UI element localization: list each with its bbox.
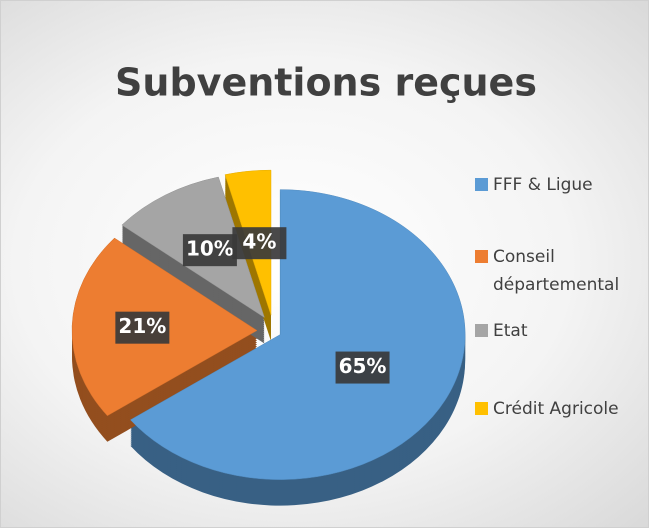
slice bbox=[130, 189, 466, 480]
data-label-box bbox=[335, 351, 390, 384]
legend-swatch bbox=[475, 324, 488, 337]
legend-label: Etat bbox=[493, 321, 528, 341]
data-label: 65% bbox=[339, 354, 387, 378]
data-label-box bbox=[182, 234, 237, 267]
data-label-group: 21% bbox=[115, 311, 170, 344]
legend-item: Etat bbox=[475, 317, 528, 345]
legend-swatch bbox=[475, 178, 488, 191]
legend-item: Conseil départemental bbox=[475, 243, 647, 299]
legend-label: Conseil départemental bbox=[493, 247, 620, 295]
data-label-group: 10% bbox=[182, 234, 237, 267]
data-label: 4% bbox=[242, 230, 276, 254]
data-label-box bbox=[115, 311, 170, 344]
data-label-group: 4% bbox=[232, 227, 287, 260]
data-label: 10% bbox=[186, 237, 234, 261]
legend-item: FFF & Ligue bbox=[475, 171, 593, 199]
data-label-group: 65% bbox=[335, 351, 390, 384]
legend-swatch bbox=[475, 250, 488, 263]
data-label: 21% bbox=[118, 314, 166, 338]
chart-title: Subventions reçues bbox=[115, 61, 537, 105]
legend-item: Crédit Agricole bbox=[475, 395, 619, 423]
data-label-box bbox=[232, 227, 287, 260]
legend-swatch bbox=[475, 402, 488, 415]
legend-label: FFF & Ligue bbox=[493, 175, 593, 195]
legend-label: Crédit Agricole bbox=[493, 399, 619, 419]
